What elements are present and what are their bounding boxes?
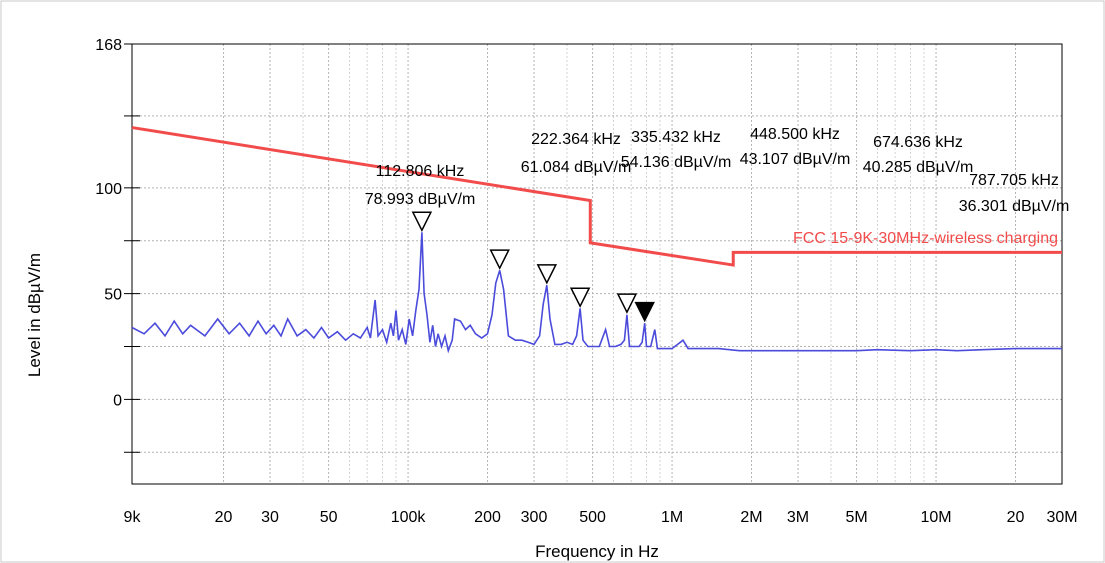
x-axis-title: Frequency in Hz <box>535 542 659 561</box>
x-tick-label: 30 <box>261 509 279 526</box>
marker-level-label: 36.301 dBµV/m <box>959 198 1070 215</box>
marker-level-label: 78.993 dBµV/m <box>365 191 476 208</box>
x-tick-label: 10M <box>920 509 951 526</box>
trace-group <box>131 232 1062 354</box>
y-tick-label: 168 <box>95 37 122 54</box>
x-tick-label: 200 <box>474 509 501 526</box>
y-tick-label: 100 <box>95 181 122 198</box>
marker-frequency-label: 787.705 kHz <box>969 172 1059 189</box>
limit-line-group: FCC 15-9K-30MHz-wireless charging <box>131 126 1062 267</box>
x-tick-label: 100k <box>391 509 427 526</box>
y-tick-label: 0 <box>113 392 122 409</box>
y-axis-title: Level in dBµV/m <box>25 253 44 377</box>
marker-level-label: 54.136 dBµV/m <box>621 154 732 171</box>
marker-frequency-label: 222.364 kHz <box>531 131 621 148</box>
marker-group: 112.806 kHz 78.993 dBµV/m 222.364 kHz 61.08… <box>365 126 1070 323</box>
x-tick-label: 30M <box>1046 509 1077 526</box>
x-tick-label: 50 <box>320 509 338 526</box>
x-tick-label: 5M <box>845 509 867 526</box>
limit-line-label: FCC 15-9K-30MHz-wireless charging <box>793 230 1058 247</box>
marker-triangle <box>489 249 510 270</box>
marker-level-label: 40.285 dBµV/m <box>863 159 974 176</box>
marker-frequency-label: 335.432 kHz <box>631 129 721 146</box>
x-tick-label: 1M <box>661 509 683 526</box>
marker-level-label: 61.084 dBµV/m <box>521 159 632 176</box>
x-tick-label: 3M <box>787 509 809 526</box>
marker-frequency-label: 674.636 kHz <box>873 134 963 151</box>
x-tick-label: 2M <box>740 509 762 526</box>
marker-level-label: 43.107 dBµV/m <box>740 151 851 168</box>
marker-frequency-label: 112.806 kHz <box>376 163 465 180</box>
marker-triangle <box>411 211 433 232</box>
plot-area <box>131 43 1063 485</box>
marker-triangle <box>569 287 591 308</box>
marker-triangle <box>536 264 558 285</box>
y-tick-label: 50 <box>104 287 122 304</box>
x-tick-label: 300 <box>521 509 548 526</box>
measurement-trace <box>131 232 1062 354</box>
x-tick-label: 20 <box>1007 509 1025 526</box>
x-tick-label: 9k <box>124 509 142 526</box>
marker-frequency-label: 448.500 kHz <box>750 126 840 143</box>
x-tick-label: 500 <box>579 509 606 526</box>
x-tick-label: 20 <box>215 509 233 526</box>
limit-line <box>131 126 1062 267</box>
marker-triangle <box>634 301 655 323</box>
marker-triangle <box>616 293 638 314</box>
